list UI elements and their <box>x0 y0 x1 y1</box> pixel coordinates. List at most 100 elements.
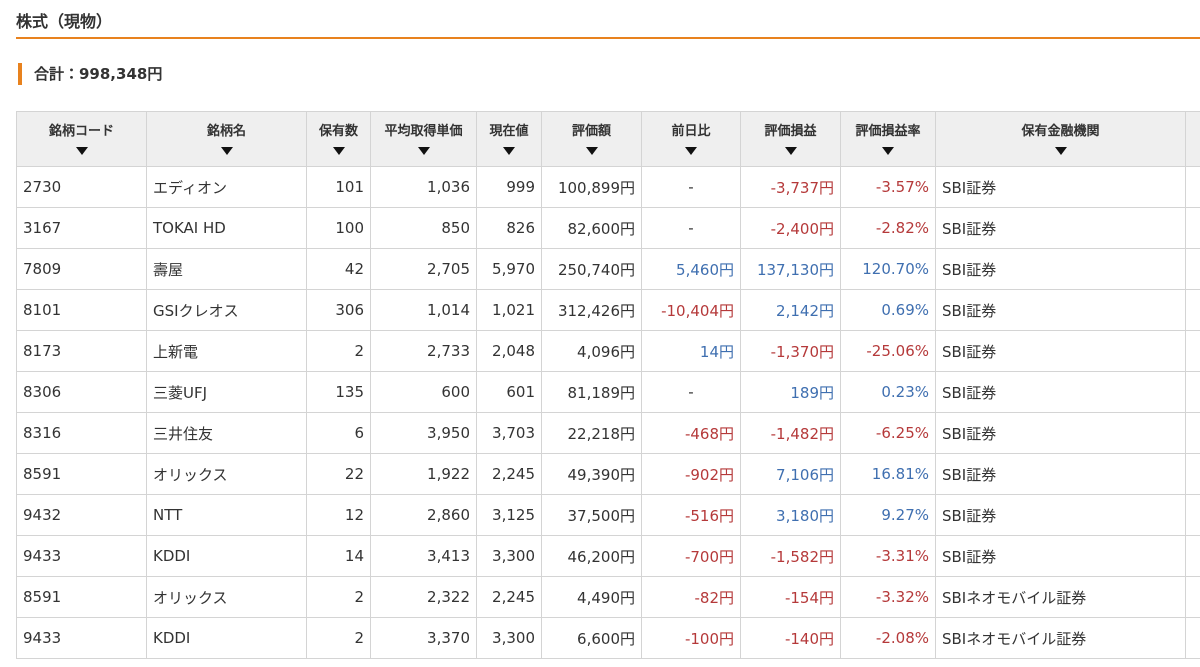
table-cell: 14 <box>306 535 371 577</box>
table-cell: 3,950 <box>370 412 477 454</box>
section-title: 株式（現物） <box>16 12 113 31</box>
table-cell: 100 <box>306 207 371 249</box>
table-cell: 三井住友 <box>146 412 307 454</box>
table-cell: SBI証券 <box>935 535 1186 577</box>
table-cell: 1,922 <box>370 453 477 495</box>
table-cell: SBI証券 <box>935 248 1186 290</box>
sort-arrow[interactable] <box>784 147 797 155</box>
table-cell: 9433 <box>16 617 147 659</box>
table-cell: GSIクレオス <box>146 289 307 331</box>
table-cell: NTT <box>146 494 307 536</box>
sort-arrow[interactable] <box>75 147 88 155</box>
table-cell: 2,245 <box>476 453 542 495</box>
table-cell: 6,600円 <box>541 617 642 659</box>
table-cell: -3.32% <box>840 576 936 618</box>
column-label: 現在値 <box>489 124 529 139</box>
column-header: 前日比 <box>641 111 741 167</box>
sort-arrow[interactable] <box>882 147 894 155</box>
table-cell: 306 <box>306 289 371 331</box>
table-cell: 101 <box>306 166 371 208</box>
table-cell: SBI証券 <box>935 330 1186 372</box>
table-cell: -2.08% <box>840 617 936 659</box>
table-cell: - <box>641 371 741 413</box>
row-filler <box>1185 535 1200 577</box>
table-cell: 2 <box>306 617 371 659</box>
table-cell: 12 <box>306 494 371 536</box>
row-filler <box>1185 166 1200 208</box>
table-cell: 49,390円 <box>541 453 642 495</box>
sort-arrow[interactable] <box>685 147 697 155</box>
column-label: 前日比 <box>671 124 711 139</box>
sort-arrow[interactable] <box>585 147 598 155</box>
sort-arrow[interactable] <box>417 147 430 155</box>
table-cell: -902円 <box>641 453 741 495</box>
table-cell: 46,200円 <box>541 535 642 577</box>
table-cell: 7,106円 <box>740 453 841 495</box>
table-row: 9432 NTT 12 2,860 3,125 37,500円 -516円 3,180円 9.2… <box>16 494 1200 536</box>
table-cell: 1,014 <box>370 289 477 331</box>
table-cell: 8316 <box>16 412 147 454</box>
sort-arrow[interactable] <box>1054 147 1067 155</box>
title-rule <box>16 37 1200 39</box>
header-row: 銘柄コード 銘柄名 保有数 平均取得単価 現在値 評価額 前日比 評価損益 評価損益率 保有金融機… <box>16 111 1200 167</box>
column-header: 平均取得単価 <box>370 111 477 167</box>
table-cell: 600 <box>370 371 477 413</box>
table-cell: 3,413 <box>370 535 477 577</box>
table-cell: 5,460円 <box>641 248 741 290</box>
table-cell: 14円 <box>641 330 741 372</box>
table-cell: -516円 <box>641 494 741 536</box>
table-cell: 135 <box>306 371 371 413</box>
table-cell: -6.25% <box>840 412 936 454</box>
table-cell: 8173 <box>16 330 147 372</box>
column-label: 評価損益率 <box>855 124 921 139</box>
table-row: 8591 オリックス 22 1,922 2,245 49,390円 -902円 7,106円 1… <box>16 453 1200 495</box>
table-cell: 1,036 <box>370 166 477 208</box>
table-cell: TOKAI HD <box>146 207 307 249</box>
column-header: 評価損益 <box>740 111 841 167</box>
table-cell: SBI証券 <box>935 289 1186 331</box>
table-cell: 2,705 <box>370 248 477 290</box>
table-cell: 8591 <box>16 453 147 495</box>
table-cell: 2730 <box>16 166 147 208</box>
total: 合計：998,348円 <box>18 63 162 85</box>
row-filler <box>1185 207 1200 249</box>
table-cell: 3,180円 <box>740 494 841 536</box>
table-row: 8101 GSIクレオス 306 1,014 1,021 312,426円 -10,404円… <box>16 289 1200 331</box>
table-cell: -10,404円 <box>641 289 741 331</box>
table-cell: 3,125 <box>476 494 542 536</box>
table-cell: 2,733 <box>370 330 477 372</box>
row-filler <box>1185 617 1200 659</box>
table-cell: -1,370円 <box>740 330 841 372</box>
table-cell: 壽屋 <box>146 248 307 290</box>
table-cell: 2,860 <box>370 494 477 536</box>
table-cell: 2,048 <box>476 330 542 372</box>
table-cell: 2 <box>306 330 371 372</box>
row-filler <box>1185 248 1200 290</box>
table-cell: SBI証券 <box>935 207 1186 249</box>
sort-arrow[interactable] <box>220 147 233 155</box>
column-header: 銘柄コード <box>16 111 147 167</box>
table-cell: -2,400円 <box>740 207 841 249</box>
column-label: 評価額 <box>571 124 611 139</box>
column-label: 平均取得単価 <box>384 124 463 139</box>
table-cell: -140円 <box>740 617 841 659</box>
table-cell: 3,370 <box>370 617 477 659</box>
sort-arrow[interactable] <box>332 147 345 155</box>
holdings-table: 銘柄コード 銘柄名 保有数 平均取得単価 現在値 評価額 前日比 評価損益 評価損益率 保有金融機… <box>16 111 1200 659</box>
table-row: 2730 エディオン 101 1,036 999 100,899円 - -3,737円 -3.5… <box>16 166 1200 208</box>
table-cell: 上新電 <box>146 330 307 372</box>
column-header: 保有数 <box>306 111 371 167</box>
table-cell: 0.23% <box>840 371 936 413</box>
sort-arrow[interactable] <box>503 147 515 155</box>
table-cell: 137,130円 <box>740 248 841 290</box>
table-cell: KDDI <box>146 617 307 659</box>
table-cell: 8306 <box>16 371 147 413</box>
table-cell: -1,482円 <box>740 412 841 454</box>
table-cell: SBIネオモバイル証券 <box>935 617 1186 659</box>
table-cell: 999 <box>476 166 542 208</box>
table-cell: 1,021 <box>476 289 542 331</box>
row-filler <box>1185 330 1200 372</box>
table-cell: 81,189円 <box>541 371 642 413</box>
table-cell: - <box>641 166 741 208</box>
